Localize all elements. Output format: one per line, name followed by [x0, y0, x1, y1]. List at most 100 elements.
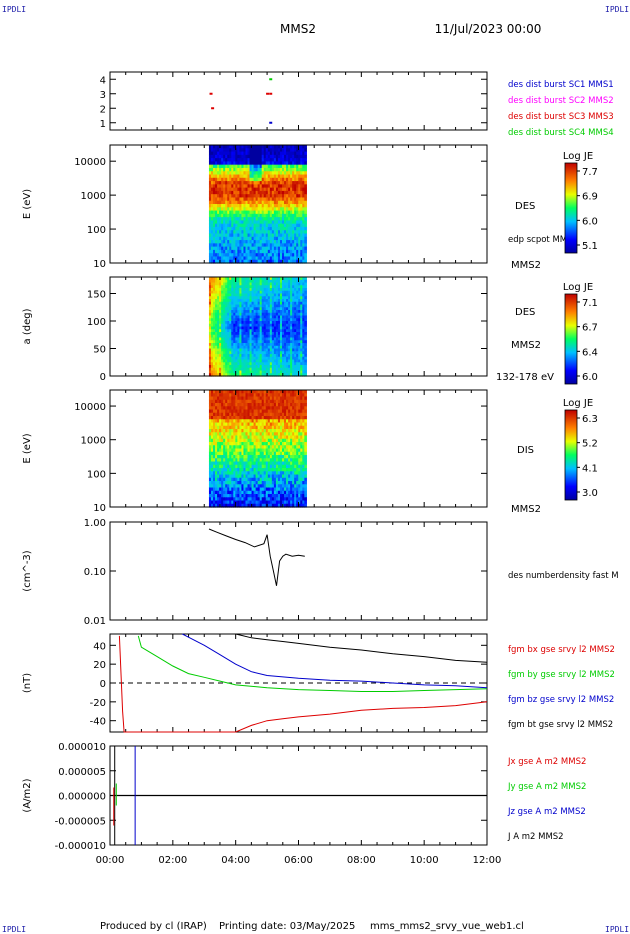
des-energy-cell	[239, 190, 243, 195]
des-pitch-cell	[265, 337, 269, 341]
dis-energy-cell	[267, 409, 271, 414]
des-pitch-cell	[275, 277, 279, 281]
des-energy-cell	[273, 217, 277, 221]
dis-energy-cell	[223, 471, 226, 476]
dis-energy-cell	[249, 393, 253, 398]
dis-energy-cell	[237, 474, 240, 479]
des-pitch-cell	[227, 285, 230, 289]
dis-energy-cell	[269, 422, 273, 427]
des-pitch-cell	[223, 321, 226, 325]
des-energy-cell	[284, 164, 287, 169]
des-pitch-cell	[304, 343, 307, 347]
des-pitch-cell	[213, 296, 216, 300]
dis-energy-cell	[233, 455, 236, 459]
dis-energy-cell	[223, 445, 226, 450]
des-pitch-cell	[304, 304, 307, 308]
des-pitch-cell	[217, 354, 220, 358]
des-energy-cell	[282, 210, 285, 215]
des-energy-cell	[243, 200, 247, 205]
des-pitch-cell	[298, 332, 301, 336]
des-pitch-cell	[223, 288, 226, 292]
des-pitch-cell	[265, 362, 269, 366]
dis-energy-cell	[237, 422, 240, 427]
des-pitch-cell	[259, 354, 263, 358]
dis-energy-cell	[267, 471, 271, 476]
dis-energy-cell	[255, 461, 259, 466]
des-energy-cell	[225, 158, 228, 162]
dis-energy-cell	[229, 484, 232, 489]
dis-energy-cell	[243, 474, 247, 479]
dis-energy-cell	[221, 448, 224, 453]
des-energy-cell	[235, 204, 238, 208]
dis-energy-cell	[257, 445, 261, 450]
dis-energy-cell	[208, 390, 212, 394]
des-pitch-cell	[208, 310, 212, 314]
des-pitch-cell	[243, 340, 247, 344]
des-energy-cell	[227, 197, 230, 202]
des-energy-cell	[275, 220, 279, 225]
dis-energy-cell	[275, 455, 279, 459]
des-pitch-cell	[231, 301, 234, 306]
des-pitch-cell	[288, 365, 291, 369]
des-energy-cell	[275, 171, 279, 176]
des-energy-cell	[215, 210, 218, 215]
dis-energy-cell	[225, 448, 228, 453]
des-pitch-cell	[302, 370, 305, 374]
des-pitch-cell	[241, 290, 245, 295]
des-energy-cell	[215, 246, 218, 251]
des-energy-cell	[215, 217, 218, 221]
des-pitch-cell	[265, 296, 269, 300]
des-energy-cell	[245, 148, 249, 153]
des-energy-cell	[221, 197, 224, 202]
des-energy-cell	[279, 164, 283, 169]
des-pitch-cell	[290, 345, 293, 350]
des-pitch-cell	[210, 312, 214, 317]
des-energy-cell	[267, 164, 271, 169]
des-energy-cell	[243, 246, 247, 251]
des-pitch-cell	[249, 310, 253, 314]
dis-energy-cell	[279, 432, 283, 437]
des-energy-cell	[251, 213, 255, 218]
des-energy-cell	[273, 145, 277, 149]
dis-energy-cell	[255, 425, 259, 430]
des-energy-cell	[273, 246, 277, 251]
des-energy-cell	[239, 145, 243, 149]
des-pitch-cell	[288, 307, 291, 311]
des-pitch-cell	[267, 301, 271, 306]
des-energy-cell	[251, 174, 255, 179]
dis-energy-cell	[273, 406, 277, 411]
des-energy-cell	[247, 240, 251, 244]
des-energy-cell	[279, 197, 283, 202]
des-energy-cell	[245, 256, 249, 261]
des-pitch-cell	[265, 329, 269, 333]
dis-energy-cell	[245, 503, 249, 508]
des-pitch-cell	[215, 307, 218, 311]
des-pitch-cell	[277, 340, 281, 344]
des-pitch-cell	[292, 343, 295, 347]
des-energy-cell	[221, 233, 224, 238]
des-energy-cell	[208, 240, 212, 244]
des-energy-cell	[261, 184, 265, 189]
des-pitch-cell	[219, 345, 222, 350]
des-energy-cell	[267, 200, 271, 205]
des-pitch-cell	[275, 299, 279, 303]
des-pitch-cell	[286, 351, 289, 355]
des-pitch-cell	[247, 321, 251, 325]
des-energy-cell	[231, 148, 234, 153]
dis-energy-cell	[259, 477, 263, 482]
des-energy-cell	[255, 177, 259, 182]
dis-energy-cell	[221, 445, 224, 450]
des-energy-cell	[279, 158, 283, 162]
des-energy-cell	[210, 210, 214, 215]
dis-energy-cell	[251, 412, 255, 417]
des-pitch-cell	[229, 362, 232, 366]
des-energy-cell	[298, 190, 301, 195]
des-energy-cell	[298, 164, 301, 169]
dis-energy-cell	[243, 468, 247, 472]
des-pitch-cell	[219, 290, 222, 295]
dis-energy-cell	[261, 490, 265, 495]
dis-energy-cell	[245, 451, 249, 456]
des-energy-cell	[225, 174, 228, 179]
des-energy-cell	[235, 167, 238, 172]
des-pitch-cell	[257, 293, 261, 297]
